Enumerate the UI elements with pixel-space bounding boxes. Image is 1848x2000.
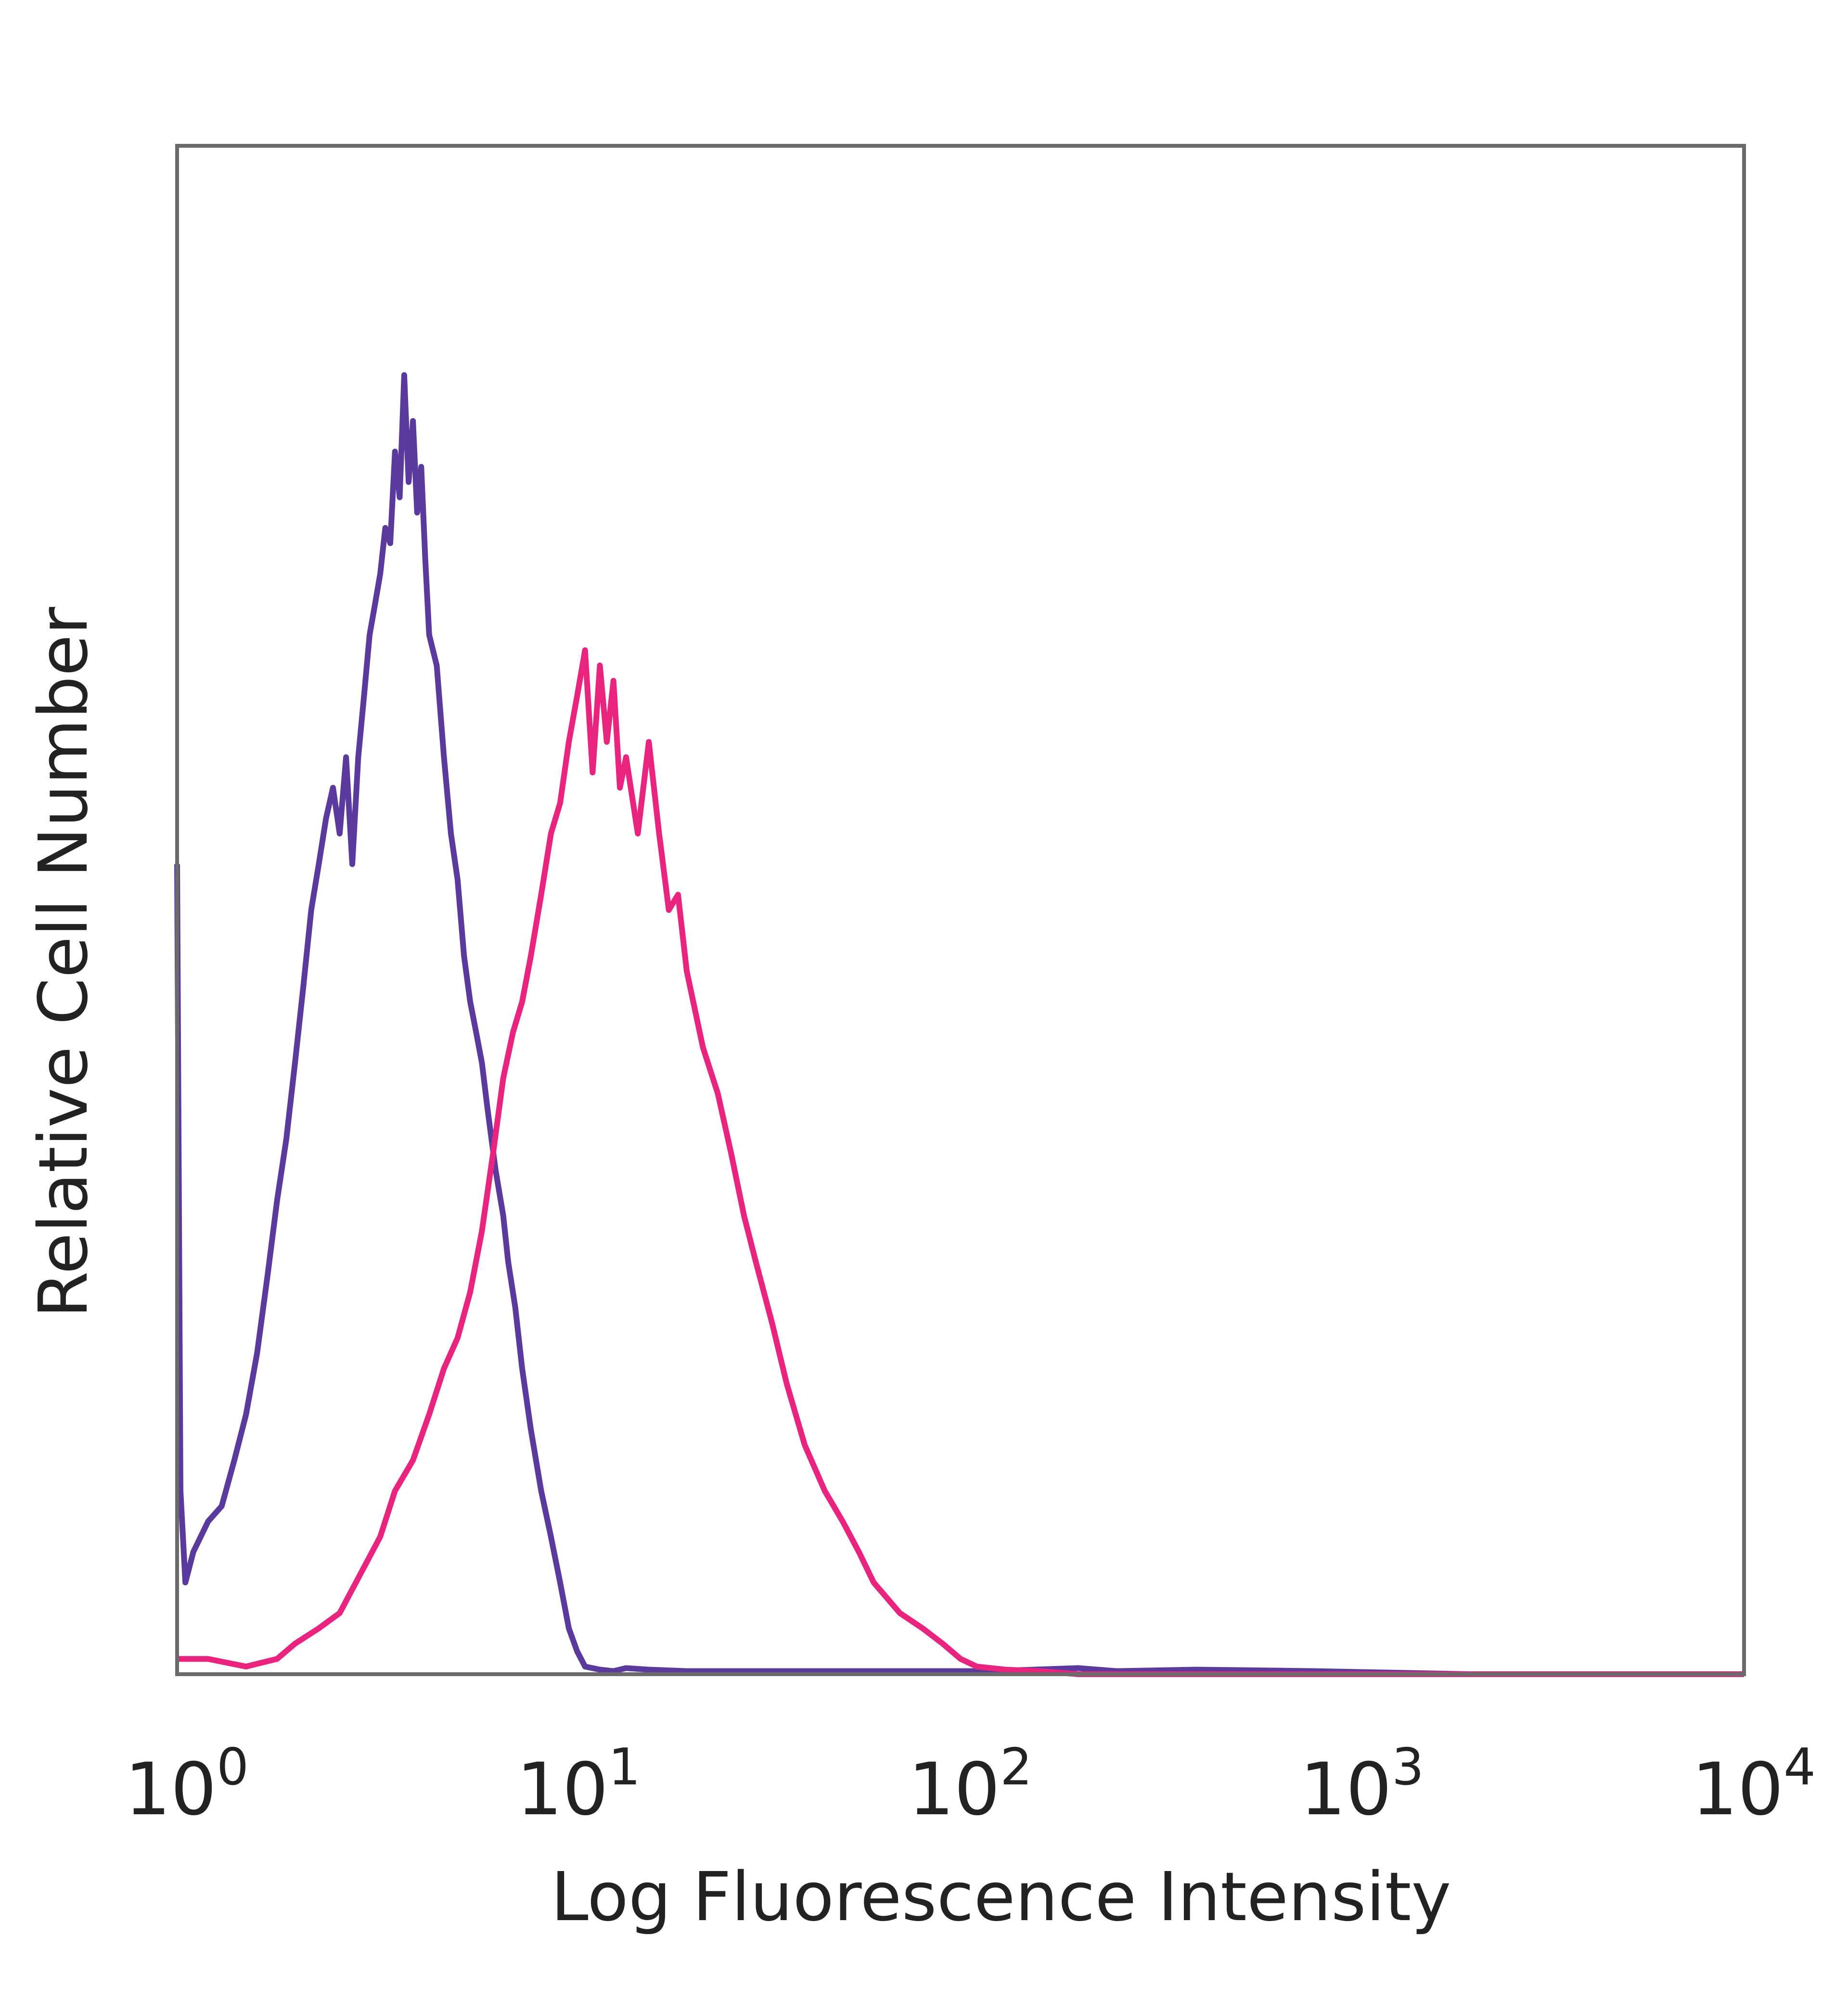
histogram-series-1 — [174, 372, 1744, 1677]
x-tick-label-0: 100 — [125, 1738, 249, 1832]
x-axis-title: Log Fluorescence Intensity — [551, 1858, 1451, 1936]
y-axis-title: Relative Cell Number — [25, 607, 103, 1318]
histogram-series-2 — [177, 647, 1744, 1677]
series-layer — [174, 372, 1744, 1677]
x-tick-label-4: 104 — [1692, 1738, 1816, 1832]
plot-frame — [175, 144, 1746, 1676]
x-tick-layer: 100 101 102 103 104 — [125, 1738, 1816, 1832]
x-tick-label-1: 101 — [516, 1738, 641, 1832]
x-tick-label-3: 103 — [1300, 1738, 1424, 1832]
x-tick-label-2: 102 — [908, 1738, 1032, 1832]
